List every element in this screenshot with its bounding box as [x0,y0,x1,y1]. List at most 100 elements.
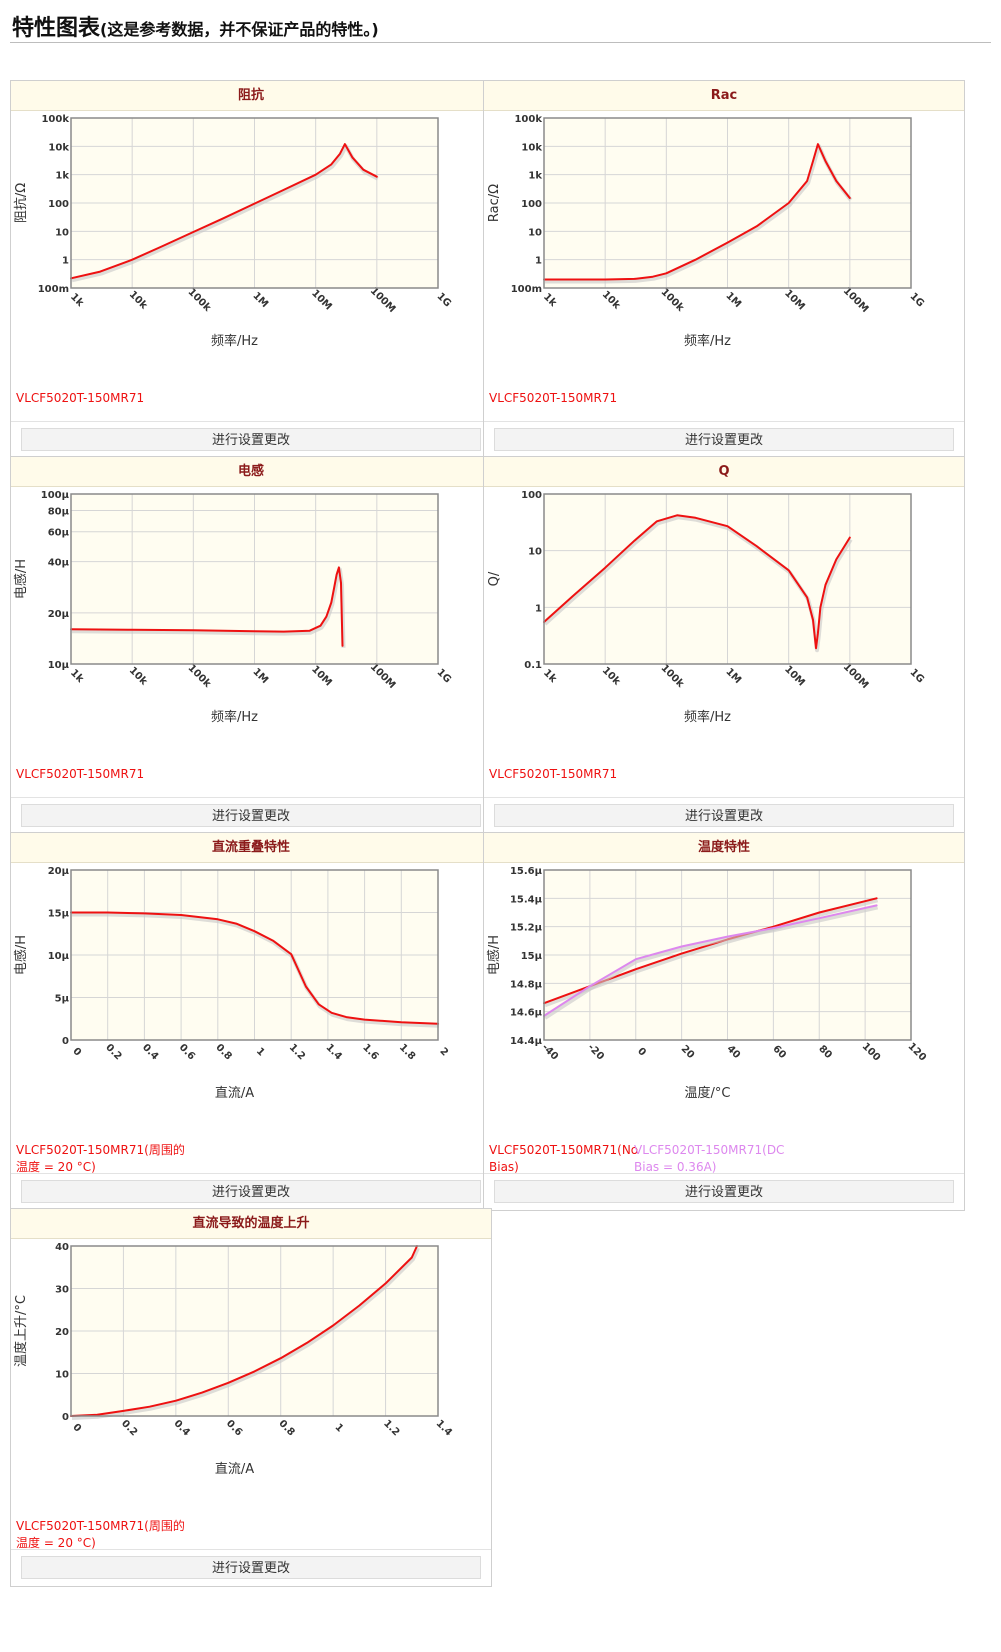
chart-panel-dc_bias: 直流重叠特性 0 0.2 0.4 0.6 0.8 1 1.2 1.4 1.6 1.8 2 20μ 15μ 1… [10,832,492,1211]
y-tick-label: 0.1 [524,660,542,671]
x-tick-label: 0 [635,1046,648,1059]
panel-footer-divider [11,797,491,798]
plot-frame [543,493,912,665]
chart-panel-inductance: 电感 1k 10k 100k 1M 10M 100M 1G 100μ 80μ 60μ 40μ 20μ 10… [10,456,492,835]
legend-entry: VLCF5020T-150MR71 [489,767,618,781]
chart-svg: 1k 10k 100k 1M 10M 100M 1G 100k 10k 1k 100 10 1 100m 频… [14,114,453,349]
x-tick-label: 10M [782,664,807,689]
plot-frame [70,493,439,665]
chart-svg: 1k 10k 100k 1M 10M 100M 1G 100 10 1 0.1 频率/Hz Q/ [487,490,927,725]
plot-frame [70,1245,439,1417]
y-tick-label: 100 [48,199,69,210]
x-tick-label: 100M [841,661,871,691]
x-tick-label: 10M [782,288,807,313]
settings-change-button[interactable]: 进行设置更改 [494,1180,954,1203]
x-tick-label: 1.4 [324,1042,344,1062]
x-tick-label: 20 [679,1043,697,1061]
y-tick-label: 1k [528,171,542,182]
y-tick-label: 0 [62,1036,69,1047]
x-tick-label: 0.8 [276,1418,296,1438]
y-tick-label: 100k [41,114,69,125]
chart-title: Rac [484,81,964,111]
y-tick-label: 10 [528,227,542,238]
y-axis-label: 阻抗/Ω [14,183,29,223]
x-axis-label: 频率/Hz [684,709,731,725]
series-shadow [72,912,440,1028]
plot-frame [543,117,912,289]
x-tick-label: 60 [770,1043,788,1061]
x-tick-label: 1M [250,290,270,310]
panel-footer-divider [11,1549,491,1550]
page-title-main: 特性图表 [12,16,101,41]
x-tick-label: 80 [816,1043,834,1061]
plot-frame [543,869,912,1041]
x-tick-label: -40 [539,1042,560,1063]
settings-change-button[interactable]: 进行设置更改 [494,428,954,451]
y-tick-label: 100m [38,284,69,295]
chart-svg: 0 0.2 0.4 0.6 0.8 1 1.2 1.4 40 30 20 10 0 直流/A 温度上升/°C [13,1242,454,1477]
plot-frame [70,117,439,289]
chart-title: 直流重叠特性 [11,833,491,863]
y-tick-label: 15.4μ [510,894,543,905]
chart-svg: 1k 10k 100k 1M 10M 100M 1G 100μ 80μ 60μ 40μ 20μ 10μ 频… [13,490,453,725]
x-tick-label: 0.6 [224,1418,244,1438]
y-tick-label: 14.6μ [510,1008,543,1019]
settings-change-button[interactable]: 进行设置更改 [21,428,481,451]
y-tick-label: 30 [55,1285,69,1296]
x-tick-label: 0.8 [213,1042,233,1062]
series-shadow [543,905,879,1020]
legend-entry: VLCF5020T-150MR71 [16,767,145,781]
series-line-0 [70,566,344,647]
x-tick-label: 1k [541,668,559,686]
y-axis-label: 温度上升/°C [13,1295,29,1367]
y-tick-label: 5μ [55,994,70,1005]
settings-change-button[interactable]: 进行设置更改 [21,1556,481,1579]
x-axis-label: 频率/Hz [211,333,258,349]
legend-entry: VLCF5020T-150MR71(周围的温度 = 20 °C) [16,1519,185,1550]
x-tick-label: 0.4 [140,1042,160,1062]
x-tick-label: 0.6 [177,1042,197,1062]
x-tick-label: -20 [585,1042,606,1063]
y-tick-label: 0 [62,1412,69,1423]
legend-entry: VLCF5020T-150MR71(DC Bias = 0.36A) [634,1143,785,1174]
y-tick-label: 20 [55,1327,69,1338]
settings-change-button[interactable]: 进行设置更改 [494,804,954,827]
y-axis-label: 电感/H [13,559,29,599]
x-tick-label: 1M [723,290,743,310]
chart-title: 阻抗 [11,81,491,111]
series-line-0 [543,514,851,650]
x-tick-label: 100k [185,287,212,314]
y-tick-label: 40μ [48,558,70,569]
chart-title: 温度特性 [484,833,964,863]
x-tick-label: 10M [309,664,334,689]
x-tick-label: 1.2 [381,1418,401,1438]
x-tick-label: 100M [841,285,871,315]
x-tick-label: 1 [254,1046,267,1059]
legend-entry: VLCF5020T-150MR71(No Bias) [489,1143,639,1174]
settings-change-button[interactable]: 进行设置更改 [21,1180,481,1203]
x-tick-label: 1M [723,666,743,686]
x-tick-label: 2 [437,1046,450,1059]
y-axis-label: 电感/H [486,935,502,975]
x-tick-label: 1 [333,1422,346,1435]
title-divider [10,42,991,43]
x-axis-label: 直流/A [215,1462,254,1477]
y-tick-label: 40 [55,1242,69,1253]
page-subtitle: (这是参考数据，并不保证产品的特性。) [100,20,379,39]
y-tick-label: 15.6μ [510,866,543,877]
y-tick-label: 15μ [48,909,70,920]
panel-footer-divider [484,797,964,798]
settings-change-button[interactable]: 进行设置更改 [21,804,481,827]
x-tick-label: 1.2 [287,1042,307,1062]
series-line-0 [543,143,851,281]
x-tick-label: 1.8 [397,1042,417,1062]
x-tick-label: 1G [908,667,927,686]
y-tick-label: 10μ [48,660,70,671]
legend-entry: VLCF5020T-150MR71 [16,391,145,405]
chart-svg: 1k 10k 100k 1M 10M 100M 1G 100k 10k 1k 100 10 1 100m 频… [487,114,926,349]
series-line-0 [70,1245,418,1417]
x-tick-label: 10k [127,665,150,688]
x-tick-label: 100M [368,661,398,691]
y-tick-label: 60μ [48,528,70,539]
y-tick-label: 1 [535,603,542,614]
